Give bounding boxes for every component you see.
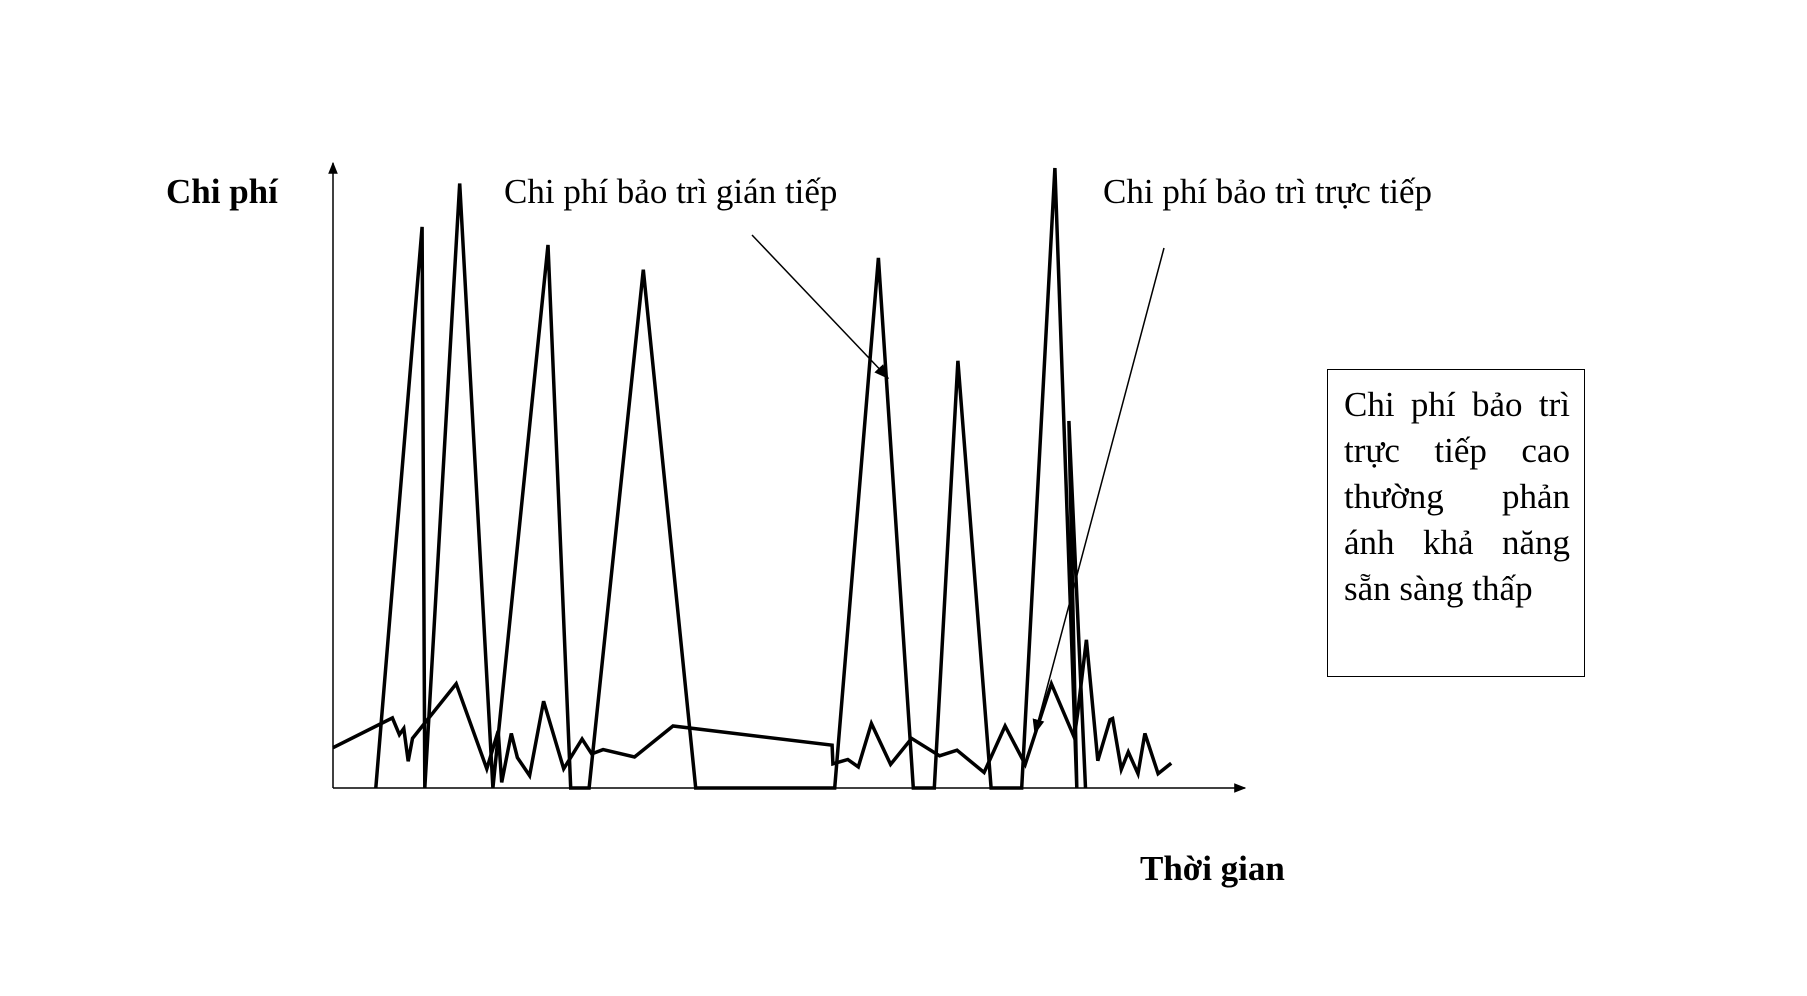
series-layer: [332, 167, 1173, 790]
leader-arrow-direct-cost: [1032, 247, 1165, 735]
series-label-direct-cost: Chi phí bảo trì trực tiếp: [1103, 172, 1432, 211]
series-line-direct-cost: [332, 639, 1173, 783]
note-box: Chi phí bảo trì trực tiếp cao thường phả…: [1327, 369, 1585, 677]
leader-arrow-indirect-cost: [751, 234, 890, 380]
note-text: Chi phí bảo trì trực tiếp cao thường phả…: [1344, 385, 1570, 608]
x-axis-title: Thời gian: [1140, 849, 1285, 888]
series-label-indirect-cost: Chi phí bảo trì gián tiếp: [504, 172, 837, 211]
y-axis-title: Chi phí: [166, 172, 279, 211]
series-line-indirect-cost: [374, 167, 1088, 790]
